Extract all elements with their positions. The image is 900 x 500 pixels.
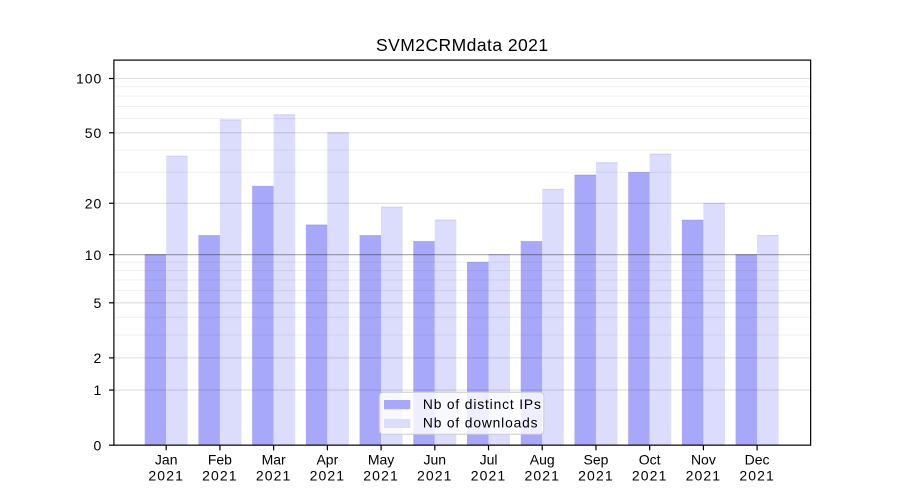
svg-text:2021: 2021: [524, 467, 560, 483]
svg-text:Apr: Apr: [316, 451, 338, 467]
svg-text:2021: 2021: [632, 467, 668, 483]
svg-text:5: 5: [94, 295, 103, 311]
svg-text:2021: 2021: [686, 467, 722, 483]
svg-text:Jul: Jul: [480, 451, 498, 467]
svg-text:2021: 2021: [256, 467, 292, 483]
svg-text:2021: 2021: [739, 467, 775, 483]
svg-text:10: 10: [85, 247, 103, 263]
svg-text:2021: 2021: [363, 467, 399, 483]
svg-text:1: 1: [94, 382, 103, 398]
svg-text:Sep: Sep: [583, 451, 608, 467]
svg-text:2: 2: [94, 350, 103, 366]
svg-text:0: 0: [94, 437, 103, 453]
svg-text:Nov: Nov: [691, 451, 716, 467]
svg-text:2021: 2021: [417, 467, 453, 483]
svg-text:May: May: [368, 451, 394, 467]
svg-text:Oct: Oct: [639, 451, 661, 467]
svg-text:Nb of downloads: Nb of downloads: [423, 416, 539, 431]
svg-text:Jan: Jan: [155, 451, 178, 467]
svg-text:50: 50: [85, 125, 103, 141]
svg-text:2021: 2021: [310, 467, 346, 483]
svg-text:Nb of distinct IPs: Nb of distinct IPs: [423, 397, 542, 412]
svg-text:Feb: Feb: [208, 451, 232, 467]
svg-text:Dec: Dec: [745, 451, 770, 467]
svg-text:Aug: Aug: [530, 451, 555, 467]
svg-text:2021: 2021: [471, 467, 507, 483]
svg-text:20: 20: [85, 195, 103, 211]
svg-text:2021: 2021: [202, 467, 238, 483]
svg-text:100: 100: [76, 71, 102, 87]
svg-text:2021: 2021: [148, 467, 184, 483]
svg-text:Mar: Mar: [262, 451, 286, 467]
svg-text:2021: 2021: [578, 467, 614, 483]
svg-text:Jun: Jun: [424, 451, 447, 467]
svg-text:SVM2CRMdata 2021: SVM2CRMdata 2021: [376, 35, 549, 55]
